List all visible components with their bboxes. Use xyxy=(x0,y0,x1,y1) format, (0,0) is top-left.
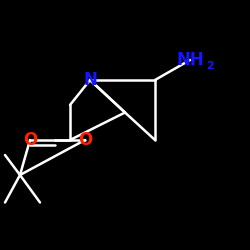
Text: O: O xyxy=(78,131,92,149)
Text: 2: 2 xyxy=(206,61,214,71)
Text: O: O xyxy=(23,131,37,149)
Text: N: N xyxy=(83,71,97,89)
Text: NH: NH xyxy=(176,51,204,69)
